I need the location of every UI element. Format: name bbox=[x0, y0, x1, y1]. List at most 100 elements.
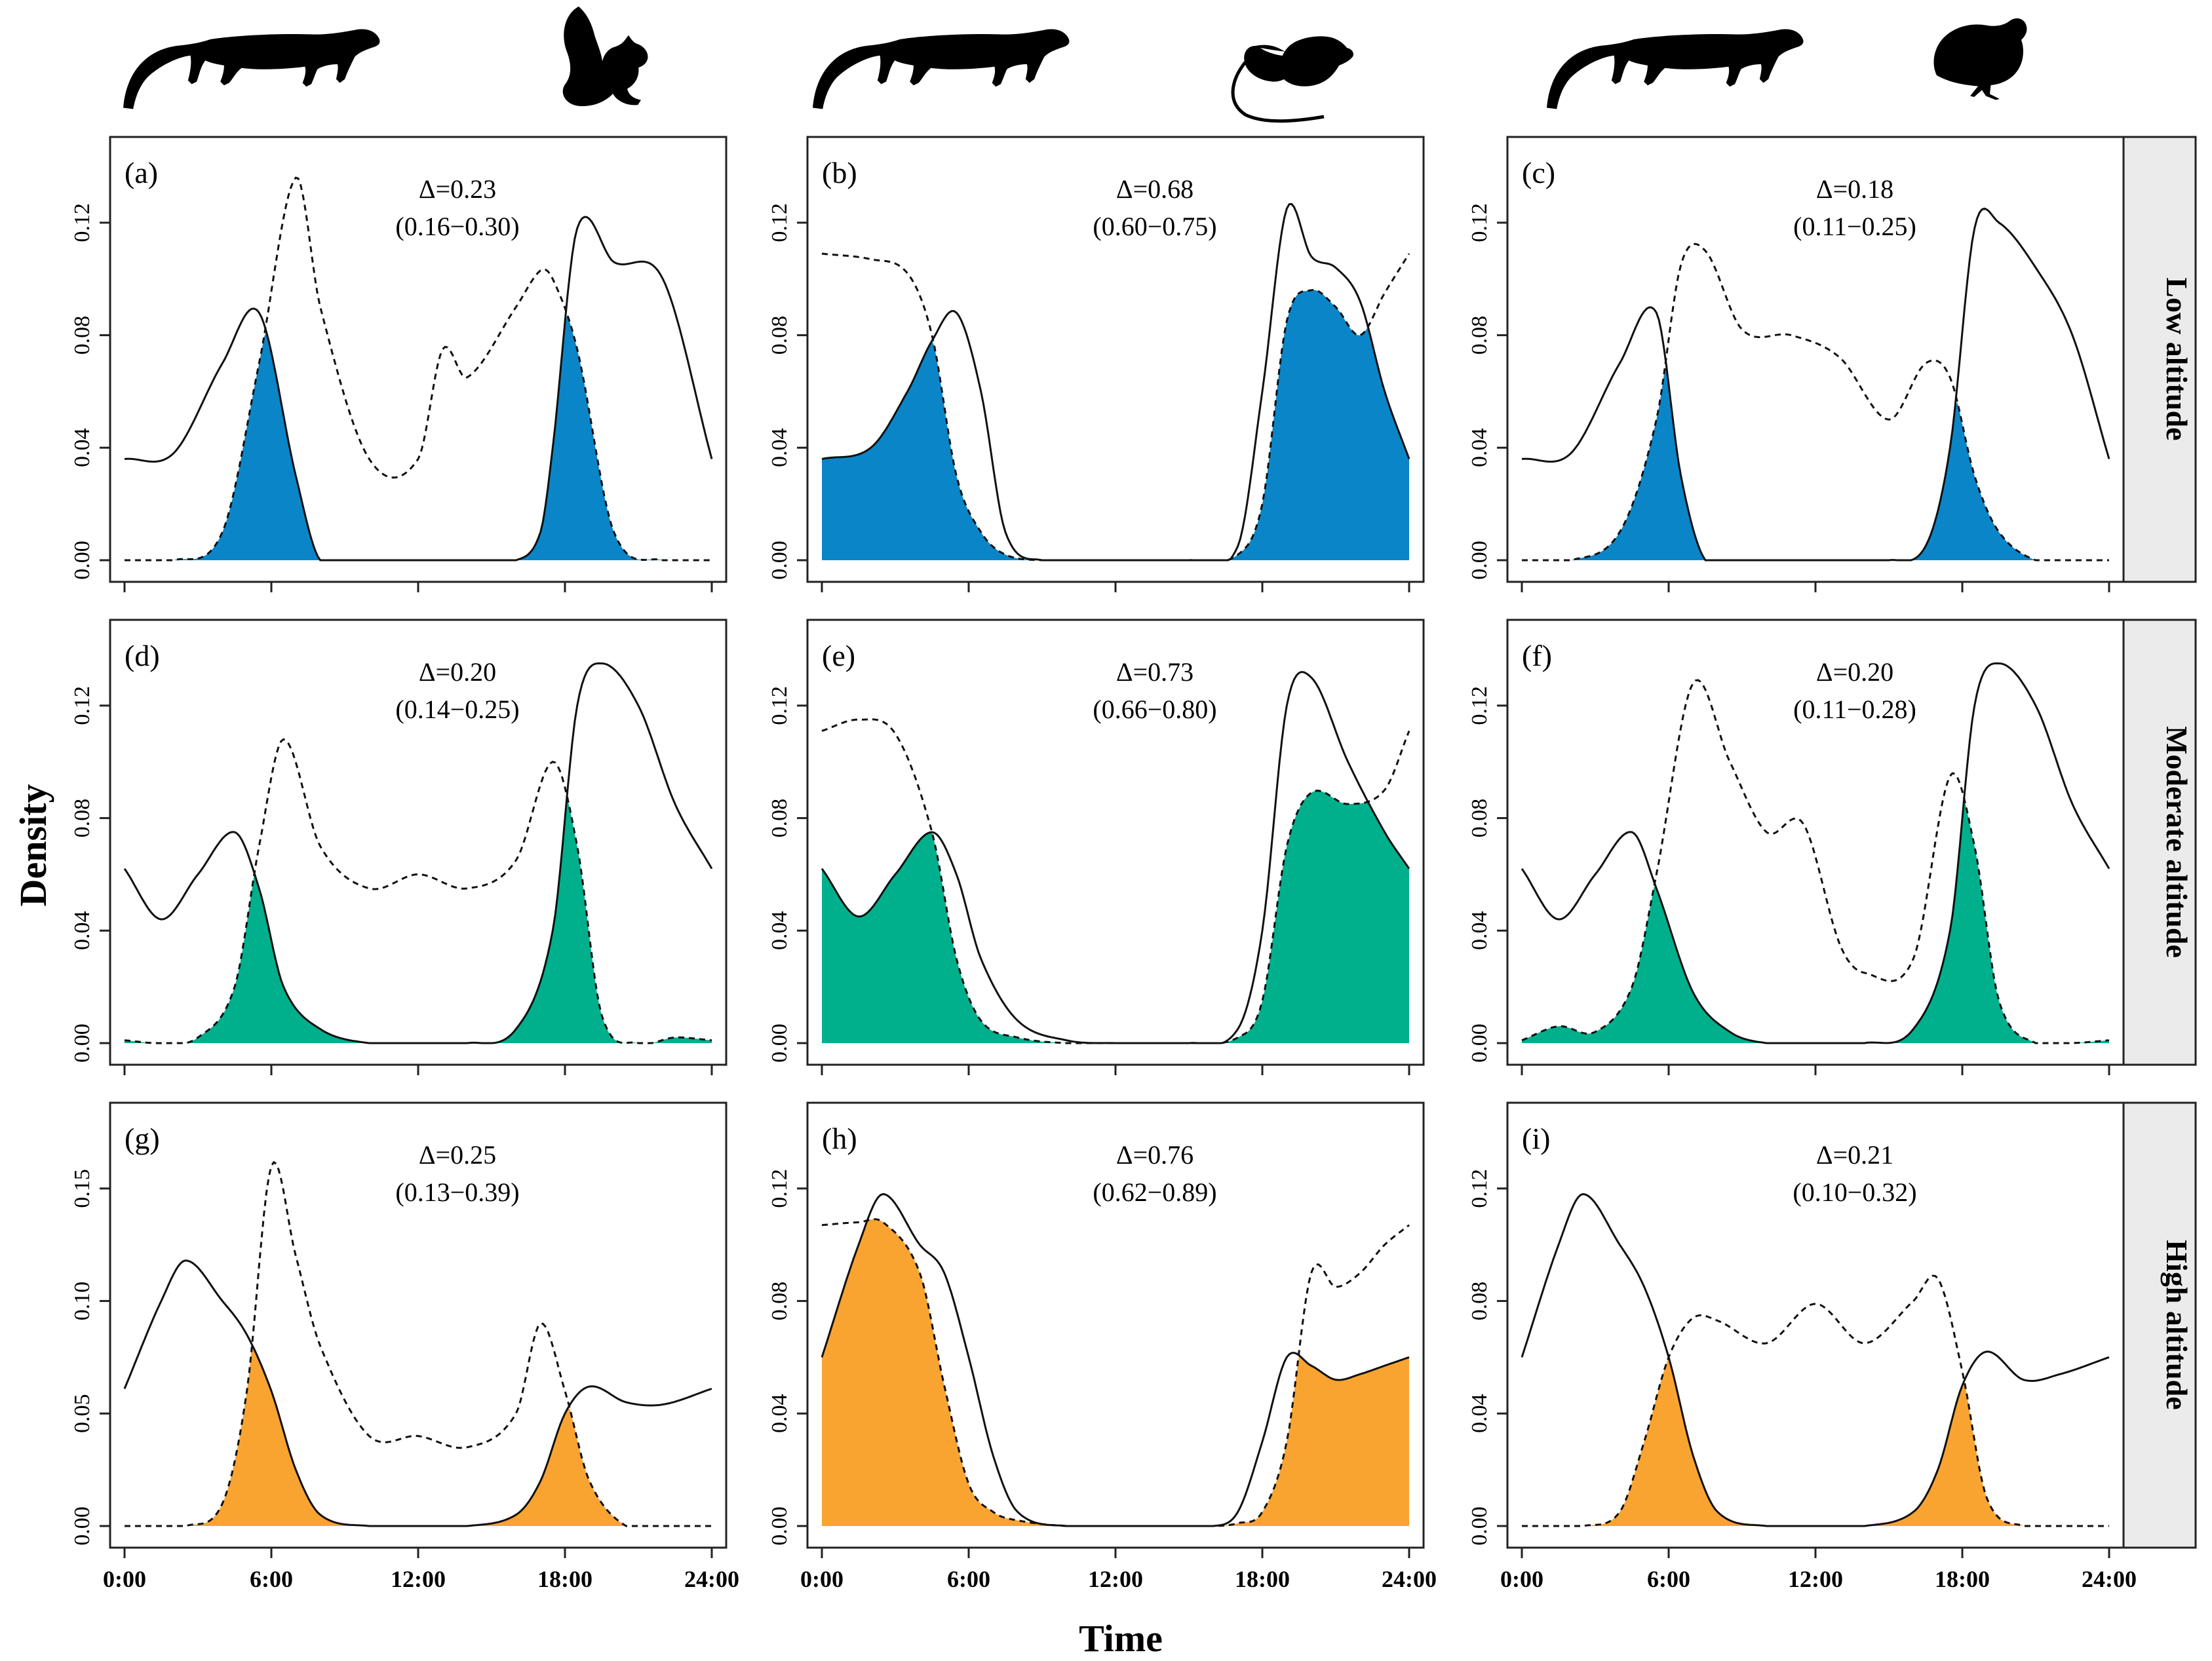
overlap-area bbox=[822, 290, 1409, 560]
y-tick-label: 0.04 bbox=[1467, 429, 1492, 468]
y-tick-label: 0.04 bbox=[70, 911, 94, 951]
confidence-interval: (0.14−0.25) bbox=[395, 695, 519, 724]
y-tick-label: 0.08 bbox=[767, 1282, 792, 1321]
confidence-interval: (0.11−0.28) bbox=[1793, 695, 1916, 724]
x-tick-label: 0:00 bbox=[800, 1566, 844, 1592]
overlap-coefficient: Δ=0.20 bbox=[1816, 657, 1893, 687]
y-tick-label: 0.12 bbox=[70, 686, 94, 725]
y-tick-label: 0.04 bbox=[70, 429, 94, 468]
x-tick-label: 24:00 bbox=[684, 1566, 739, 1592]
overlap-area bbox=[1522, 364, 2109, 560]
species2-density-line bbox=[1522, 1274, 2109, 1527]
strip-label-high: High altitude bbox=[2160, 1240, 2194, 1409]
icons-row bbox=[123, 7, 2027, 123]
overlap-coefficient: Δ=0.20 bbox=[419, 657, 496, 687]
x-tick-label: 24:00 bbox=[1382, 1566, 1437, 1592]
rat-tail bbox=[1231, 61, 1325, 123]
overlap-area bbox=[822, 790, 1409, 1043]
panel-b: 0.00 0.04 0.08 0.12 (b) Δ=0.68 (0.60−0.75) bbox=[767, 136, 1425, 592]
x-tick-label: 18:00 bbox=[1235, 1566, 1290, 1592]
x-tick-label: 6:00 bbox=[250, 1566, 293, 1592]
species1-density-line bbox=[821, 670, 1410, 1044]
overlap-area bbox=[1522, 1357, 2109, 1526]
y-tick-label: 0.15 bbox=[70, 1169, 94, 1208]
panel-f: 0.00 0.04 0.08 0.12 (f) Δ=0.20 (0.11−0.28) bbox=[1467, 619, 2125, 1075]
species1-density-line bbox=[124, 216, 713, 562]
species1-density-line bbox=[123, 662, 713, 1044]
y-tick-label: 0.12 bbox=[1467, 1169, 1492, 1208]
strip-moderate-bg bbox=[2122, 619, 2197, 1066]
confidence-interval: (0.13−0.39) bbox=[395, 1177, 519, 1207]
x-axis-title: Time bbox=[1079, 1617, 1163, 1660]
y-tick-label: 0.00 bbox=[767, 1506, 792, 1546]
panel-label: (a) bbox=[125, 156, 158, 189]
species2-density-line bbox=[124, 738, 712, 1044]
strip-label-low: Low altitude bbox=[2160, 277, 2194, 440]
species1-density-line bbox=[1521, 207, 2110, 562]
overlap-coefficient: Δ=0.23 bbox=[419, 174, 496, 204]
panel-e: 0.00 0.04 0.08 0.12 (e) Δ=0.73 (0.66−0.80) bbox=[767, 619, 1425, 1075]
y-tick-label: 0.12 bbox=[767, 686, 792, 725]
y-tick-label: 0.08 bbox=[70, 799, 94, 838]
confidence-interval: (0.66−0.80) bbox=[1093, 695, 1216, 724]
species2-density-line bbox=[125, 1160, 712, 1527]
panel-a: 0.00 0.04 0.08 0.12 (a) Δ=0.23 (0.16−0.30) bbox=[70, 136, 728, 592]
overlap-coefficient: Δ=0.76 bbox=[1116, 1140, 1193, 1170]
strip-high-bg bbox=[2122, 1101, 2197, 1549]
confidence-interval: (0.11−0.25) bbox=[1793, 212, 1916, 241]
civet-silhouette-icon bbox=[813, 29, 1070, 109]
x-tick-label: 0:00 bbox=[1500, 1566, 1543, 1592]
panel-label: (b) bbox=[822, 156, 857, 189]
panels: 0.000.040.080.12(a) Δ=0.23(0.16−0.30)0.00… bbox=[70, 136, 2137, 1592]
panel-label: (e) bbox=[822, 639, 855, 672]
y-tick-label: 0.12 bbox=[767, 1169, 792, 1208]
panel-i: 0.00 0.04 0.08 0.12 0:00 6:00 12:00 18:00 24:00 (… bbox=[1467, 1101, 2137, 1592]
x-tick-label: 12:00 bbox=[391, 1566, 446, 1592]
y-tick-label: 0.12 bbox=[70, 203, 94, 242]
y-tick-label: 0.10 bbox=[70, 1282, 94, 1321]
overlap-coefficient: Δ=0.73 bbox=[1116, 657, 1193, 687]
y-tick-label: 0.00 bbox=[767, 1023, 792, 1063]
species2-density-line bbox=[1522, 242, 2109, 562]
x-tick-label: 6:00 bbox=[947, 1566, 990, 1592]
y-tick-label: 0.08 bbox=[70, 316, 94, 354]
panel-label: (h) bbox=[822, 1122, 857, 1155]
overlap-area bbox=[125, 315, 712, 560]
y-tick-label: 0.00 bbox=[70, 1506, 94, 1546]
rat-silhouette-icon bbox=[1244, 36, 1353, 86]
panel-c: 0.00 0.04 0.08 0.12 (c) Δ=0.18 (0.11−0.25) bbox=[1467, 136, 2125, 592]
panel-h: 0.00 0.04 0.08 0.12 0:00 6:00 12:00 18:00 24:00 (… bbox=[767, 1101, 1437, 1592]
y-tick-label: 0.08 bbox=[1467, 1282, 1492, 1321]
y-tick-label: 0.00 bbox=[1467, 1023, 1492, 1063]
y-tick-label: 0.04 bbox=[767, 1394, 792, 1434]
y-tick-label: 0.12 bbox=[1467, 203, 1492, 242]
species2-density-line bbox=[125, 176, 712, 562]
x-tick-label: 12:00 bbox=[1088, 1566, 1143, 1592]
y-tick-label: 0.00 bbox=[70, 1023, 94, 1063]
overlap-coefficient: Δ=0.68 bbox=[1116, 174, 1193, 204]
y-tick-label: 0.08 bbox=[767, 799, 792, 838]
y-tick-label: 0.04 bbox=[1467, 911, 1492, 951]
overlap-area bbox=[1522, 801, 2109, 1043]
x-tick-label: 18:00 bbox=[1935, 1566, 1990, 1592]
overlap-area bbox=[125, 797, 712, 1043]
panel-label: (g) bbox=[125, 1122, 160, 1155]
x-tick-label: 0:00 bbox=[103, 1566, 146, 1592]
y-tick-label: 0.08 bbox=[767, 316, 792, 354]
y-axis-title: Density bbox=[12, 784, 54, 907]
species1-density-line bbox=[1521, 1193, 2110, 1527]
panel-label: (f) bbox=[1522, 639, 1552, 672]
civet-silhouette-icon bbox=[1547, 29, 1804, 109]
x-tick-label: 12:00 bbox=[1788, 1566, 1843, 1592]
overlap-area bbox=[822, 1219, 1409, 1526]
overlap-coefficient: Δ=0.18 bbox=[1816, 174, 1893, 204]
species1-density-line bbox=[1521, 662, 2110, 1044]
panel-label: (d) bbox=[125, 639, 160, 672]
species2-density-line bbox=[821, 1218, 1410, 1527]
species1-density-line bbox=[123, 1259, 712, 1527]
squirrel-silhouette-icon bbox=[562, 7, 648, 106]
x-tick-label: 6:00 bbox=[1647, 1566, 1690, 1592]
y-tick-label: 0.00 bbox=[1467, 1506, 1492, 1546]
y-tick-label: 0.12 bbox=[767, 203, 792, 242]
